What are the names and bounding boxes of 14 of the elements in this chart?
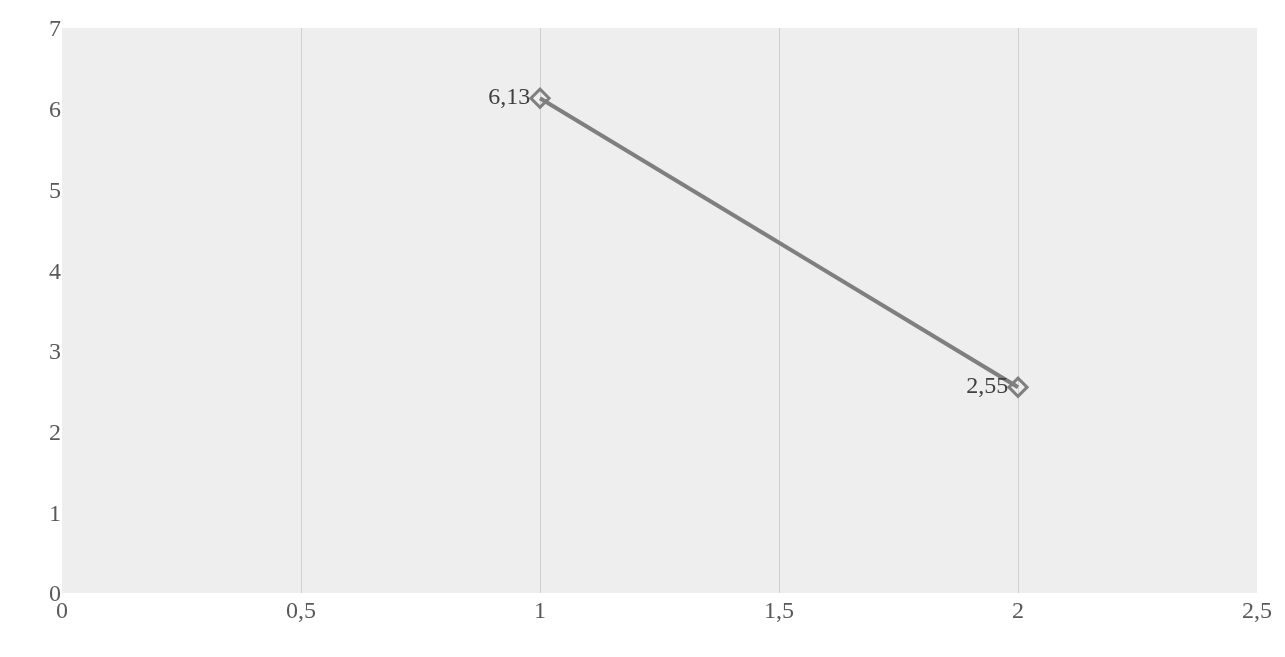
x-tick-label: 1,5 (764, 597, 794, 623)
y-tick-label: 3 (49, 338, 61, 365)
y-tick-label: 4 (49, 257, 61, 284)
data-label: 2,55 (966, 372, 1009, 399)
data-label: 6,13 (488, 83, 531, 110)
y-tick-label: 5 (49, 176, 61, 203)
x-tick-label: 2,5 (1242, 597, 1272, 623)
y-tick-label: 6 (49, 96, 61, 123)
y-tick-label: 1 (49, 499, 61, 526)
x-tick-label: 1 (534, 597, 546, 623)
y-tick-label: 7 (49, 15, 61, 42)
x-tick-label: 0,5 (286, 597, 316, 623)
x-tick-label: 2 (1012, 597, 1024, 623)
y-tick-label: 2 (49, 418, 61, 445)
